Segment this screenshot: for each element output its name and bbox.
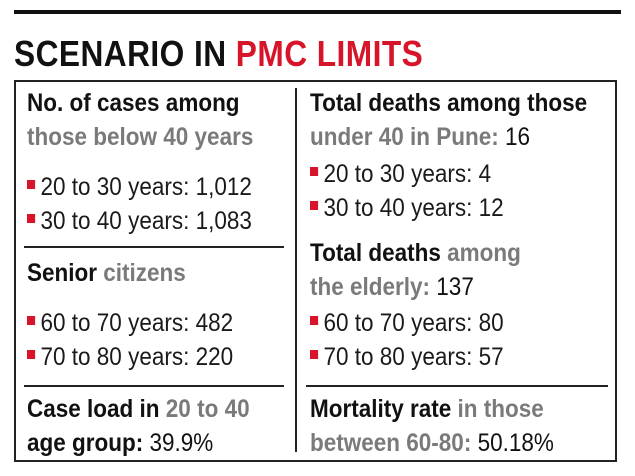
red-bullet-icon: [310, 201, 319, 210]
red-bullet-icon: [27, 180, 36, 189]
list-item: 70 to 80 years: 57: [310, 340, 504, 374]
senior-list: 60 to 70 years: 482 70 to 80 years: 220: [27, 306, 256, 374]
mortality-block: Mortality rate in those between 60-80: 5…: [310, 395, 554, 457]
deaths-total-value: 16: [505, 123, 531, 151]
cases-heading-line-2: those below 40 years: [27, 123, 254, 151]
column-divider: [295, 88, 297, 452]
list-item: 20 to 30 years: 4: [310, 157, 504, 191]
stats-table: [14, 80, 617, 462]
cases-heading-line-1: No. of cases among: [27, 89, 240, 117]
title-part-1: SCENARIO IN: [14, 33, 236, 74]
list-item: 60 to 70 years: 80: [310, 306, 504, 340]
red-bullet-icon: [310, 350, 319, 359]
senior-heading-grey: citizens: [103, 259, 186, 287]
elderly-list: 60 to 70 years: 80 70 to 80 years: 57: [310, 306, 525, 374]
cases-list: 20 to 30 years: 1,012 30 to 40 years: 1,…: [27, 170, 277, 238]
red-bullet-icon: [310, 316, 319, 325]
red-bullet-icon: [27, 316, 36, 325]
senior-heading-dark: Senior: [27, 259, 104, 287]
left-divider-1: [24, 246, 284, 248]
top-rule: [14, 10, 621, 14]
list-item: 20 to 30 years: 1,012: [27, 170, 252, 204]
red-bullet-icon: [27, 214, 36, 223]
deaths-heading-line-1: Total deaths among those: [310, 89, 588, 117]
deaths-heading: Total deaths among those under 40 in Pun…: [310, 86, 618, 154]
right-divider-1: [306, 385, 608, 387]
red-bullet-icon: [27, 350, 36, 359]
cases-heading: No. of cases among those below 40 years: [27, 86, 279, 154]
elderly-total-value: 137: [436, 273, 474, 301]
list-item: 30 to 40 years: 1,083: [27, 204, 252, 238]
list-item: 30 to 40 years: 12: [310, 191, 504, 225]
page-title: SCENARIO IN PMC LIMITS: [14, 34, 423, 74]
caseload-value: 39.9%: [149, 429, 214, 457]
mortality-value: 50.18%: [477, 429, 554, 457]
red-bullet-icon: [310, 167, 319, 176]
caseload-block: Case load in 20 to 40 age group: 39.9%: [27, 395, 250, 457]
list-item: 60 to 70 years: 482: [27, 306, 233, 340]
senior-heading: Senior citizens: [27, 256, 203, 290]
left-divider-2: [24, 385, 284, 387]
list-item: 70 to 80 years: 220: [27, 340, 233, 374]
deaths-list: 20 to 30 years: 4 30 to 40 years: 12: [310, 157, 525, 225]
title-part-2: PMC LIMITS: [235, 33, 424, 74]
elderly-heading: Total deaths among the elderly: 137: [310, 239, 521, 301]
